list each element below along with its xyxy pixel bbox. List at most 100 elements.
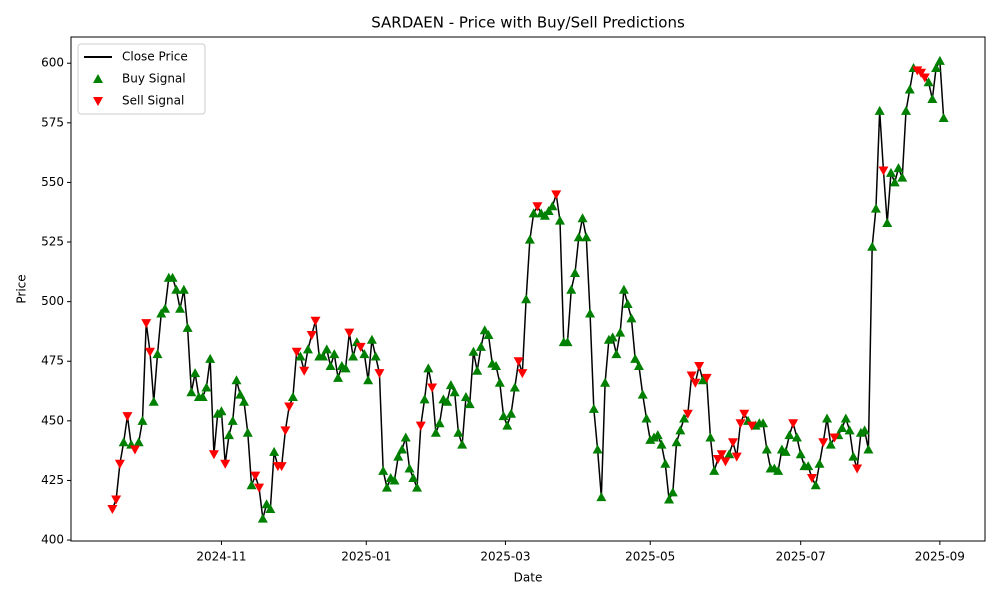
signal-marker: [904, 84, 915, 94]
signal-marker: [355, 342, 366, 352]
signal-marker: [660, 458, 671, 468]
signal-marker: [615, 327, 626, 337]
signal-marker: [167, 272, 178, 282]
signal-marker: [348, 351, 359, 361]
signal-marker: [656, 439, 667, 449]
legend-label: Sell Signal: [122, 94, 184, 108]
x-tick-label: 2024-11: [196, 550, 246, 564]
signal-marker: [235, 389, 246, 399]
signal-marker: [152, 349, 163, 359]
signal-marker: [306, 331, 317, 341]
signal-marker: [818, 438, 829, 448]
signal-marker: [287, 392, 298, 401]
signal-marker: [321, 344, 332, 354]
signal-marker: [885, 167, 896, 177]
signal-marker: [231, 375, 242, 385]
signal-marker: [618, 284, 629, 294]
signal-marker: [622, 299, 633, 309]
signal-marker: [652, 430, 663, 440]
signal-marker: [611, 349, 622, 359]
signal-marker: [863, 444, 874, 454]
signal-marker: [250, 471, 261, 481]
signal-marker: [630, 353, 641, 363]
signal-marker: [870, 203, 881, 213]
signal-marker: [566, 284, 577, 294]
signal-marker: [848, 451, 859, 461]
signal-marker: [144, 347, 155, 357]
signal-marker: [671, 437, 682, 447]
signal-marker: [396, 444, 407, 454]
signal-marker: [761, 444, 772, 454]
signal-marker: [735, 419, 746, 429]
y-tick-label: 575: [41, 115, 64, 129]
signal-marker: [852, 464, 863, 474]
signal-marker: [434, 418, 445, 428]
signal-marker: [415, 421, 426, 431]
signal-marker: [701, 373, 712, 383]
signal-marker: [423, 363, 434, 373]
signal-marker: [129, 445, 140, 455]
x-axis-label: Date: [514, 571, 543, 585]
signal-marker: [483, 330, 494, 340]
signal-marker: [938, 113, 949, 123]
signal-marker: [239, 396, 250, 406]
signal-marker: [475, 341, 486, 351]
signal-marker: [664, 494, 675, 504]
signal-marker: [788, 419, 799, 429]
signal-marker: [404, 463, 415, 473]
signal-marker: [506, 408, 517, 418]
signal-marker: [727, 438, 738, 448]
signal-marker: [600, 377, 611, 387]
signal-marker: [539, 210, 550, 220]
signal-marker: [137, 415, 148, 425]
signal-marker: [381, 482, 392, 492]
signal-marker: [596, 492, 607, 502]
signal-marker: [453, 427, 464, 437]
signal-marker: [284, 402, 295, 412]
signal-marker: [712, 454, 723, 464]
signal-marker: [795, 449, 806, 459]
signal-marker: [257, 513, 268, 523]
signal-marker: [919, 73, 930, 83]
signal-marker: [829, 433, 840, 443]
y-tick-label: 450: [41, 413, 64, 427]
signal-marker: [445, 380, 456, 390]
signal-marker: [468, 346, 479, 356]
y-tick-label: 425: [41, 473, 64, 487]
signal-marker: [366, 334, 377, 344]
y-tick-label: 400: [41, 533, 64, 547]
signal-marker: [220, 459, 231, 469]
signal-marker: [114, 459, 125, 469]
signal-marker: [227, 415, 238, 425]
plot-frame: [70, 36, 986, 542]
signal-marker: [269, 446, 280, 456]
signal-marker: [554, 215, 565, 225]
legend-label: Close Price: [122, 50, 188, 64]
x-tick-label: 2025-03: [480, 550, 530, 564]
signal-marker: [329, 349, 340, 359]
signal-marker: [160, 303, 171, 313]
signal-marker: [543, 206, 554, 216]
signal-marker: [107, 505, 118, 515]
y-tick-label: 600: [41, 56, 64, 70]
signal-marker: [223, 430, 234, 440]
signal-marker: [318, 351, 329, 361]
signal-marker: [201, 382, 212, 392]
y-axis-label: Price: [15, 274, 29, 303]
signal-marker: [374, 369, 385, 379]
signal-marker: [916, 68, 927, 78]
signal-marker: [494, 377, 505, 387]
x-tick-label: 2025-07: [776, 550, 826, 564]
signal-marker: [588, 403, 599, 413]
signal-marker: [419, 394, 430, 404]
signal-marker: [551, 190, 562, 200]
y-tick-label: 500: [41, 294, 64, 308]
signal-marker: [261, 499, 272, 509]
signal-marker: [208, 450, 219, 460]
signal-marker: [302, 344, 313, 354]
signal-marker: [585, 308, 596, 318]
signal-marker: [498, 411, 509, 421]
signal-marker: [370, 351, 381, 361]
signal-marker: [359, 349, 370, 359]
signal-marker: [889, 177, 900, 187]
